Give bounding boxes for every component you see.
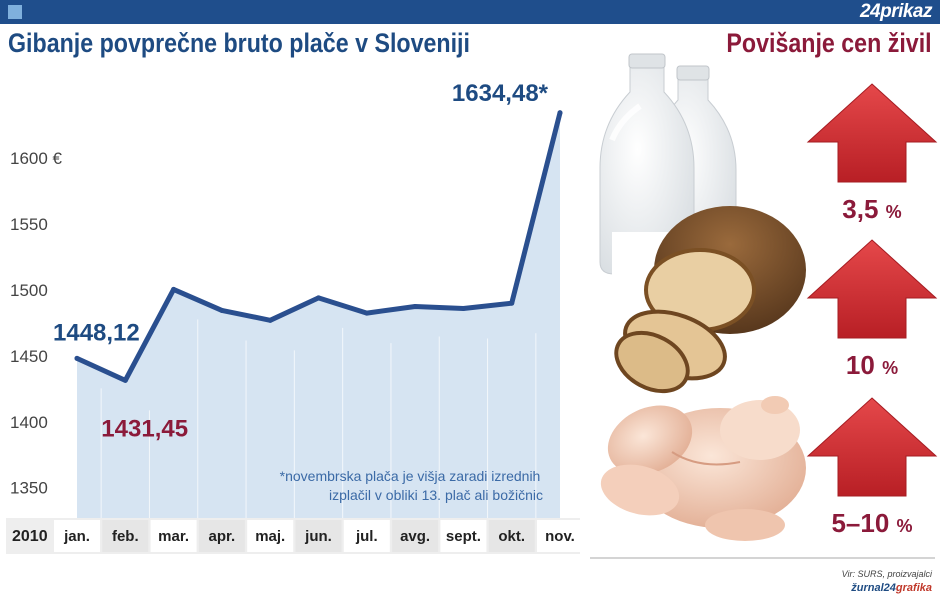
x-tick-label: okt. (498, 528, 525, 545)
line-layer (74, 110, 563, 383)
x-tick-label: maj. (255, 528, 285, 545)
bread-icon (612, 206, 810, 394)
footer-logo-main: žurnal24 (850, 582, 896, 594)
source-text: Vir: SURS, proizvajalci (842, 569, 933, 579)
x-tick-box (537, 520, 583, 552)
x-tick-box (198, 520, 245, 552)
x-tick-box (295, 520, 342, 552)
header-square (8, 5, 22, 19)
salary-point (316, 295, 321, 301)
y-tick-label: 1500 (10, 281, 48, 300)
x-tick-label: jan. (63, 528, 90, 545)
y-tick-label: 1350 (10, 479, 48, 498)
percent-unit: % (886, 202, 902, 222)
top-bar: 24prikaz (0, 0, 940, 24)
food-price-title: Povišanje cen živil (726, 28, 932, 58)
x-tick-label: jun. (304, 528, 332, 545)
x-tick-label: nov. (545, 528, 575, 545)
salary-point (74, 355, 80, 361)
percent-unit: % (897, 516, 913, 536)
point-label: 1634,48* (452, 80, 549, 107)
x-tick-box (150, 520, 197, 552)
footer-logo: žurnal24grafika (850, 582, 932, 594)
salary-point (412, 303, 418, 309)
price-increase-label: 5–10 % (831, 508, 912, 538)
x-tick-label: jul. (355, 528, 378, 545)
up-arrow-icon (806, 83, 938, 183)
y-tick-label: 1450 (10, 347, 48, 366)
x-tick-boxes: jan. feb. mar. apr. maj. jun. jul. avg. sept. okt… (54, 520, 583, 552)
y-tick-label: 1400 (10, 413, 48, 432)
y-tick-label: 1600 € (10, 149, 63, 168)
salary-point (171, 286, 177, 292)
x-tick-box (247, 520, 294, 552)
point-label: 1431,45 (101, 415, 188, 442)
x-tick-box (102, 520, 149, 552)
price-increase-label: 3,5 % (842, 194, 901, 224)
y-tick-labels: 1350 1400 1450 1500 1550 1600 € (10, 149, 63, 497)
salary-point (267, 317, 273, 323)
wage-chart-title: Gibanje povprečne bruto plače v Slovenij… (8, 28, 470, 58)
x-tick-label: sept. (446, 528, 481, 545)
area-layer (77, 112, 560, 519)
point-label: 1448,12 (53, 319, 140, 346)
point-labels: 1448,12 1431,45 1634,48* (53, 80, 549, 443)
price-arrows: 3,5 % 10 % 5–10 % (806, 83, 938, 538)
year-label: 2010 (12, 528, 48, 545)
x-tick-box (488, 520, 535, 552)
salary-point (460, 305, 466, 311)
x-tick-label: apr. (209, 528, 236, 545)
up-arrow-icon (806, 397, 938, 497)
footer-logo-sub: grafika (895, 582, 932, 594)
salary-point (364, 310, 370, 316)
x-tick-box (54, 520, 100, 552)
x-tick-box (440, 520, 487, 552)
percent-unit: % (882, 358, 898, 378)
up-arrow-icon (806, 239, 938, 339)
x-tick-label: feb. (112, 528, 139, 545)
salary-point (219, 307, 225, 313)
salary-point (122, 377, 128, 383)
x-tick-box (392, 520, 439, 552)
footnote-line-2: izplačil v obliki 13. plač ali božičnic (329, 487, 543, 503)
y-tick-label: 1550 (10, 215, 48, 234)
x-tick-label: avg. (400, 528, 430, 545)
x-tick-box (343, 520, 390, 552)
price-increase-label: 10 % (846, 350, 898, 380)
chicken-icon (600, 396, 806, 541)
footnote-line-1: *novembrska plača je višja zaradi izredn… (280, 468, 541, 484)
salary-point (557, 110, 563, 116)
brand-logo: 24prikaz (859, 1, 933, 22)
x-tick-label: mar. (158, 528, 189, 545)
salary-point (509, 300, 515, 306)
